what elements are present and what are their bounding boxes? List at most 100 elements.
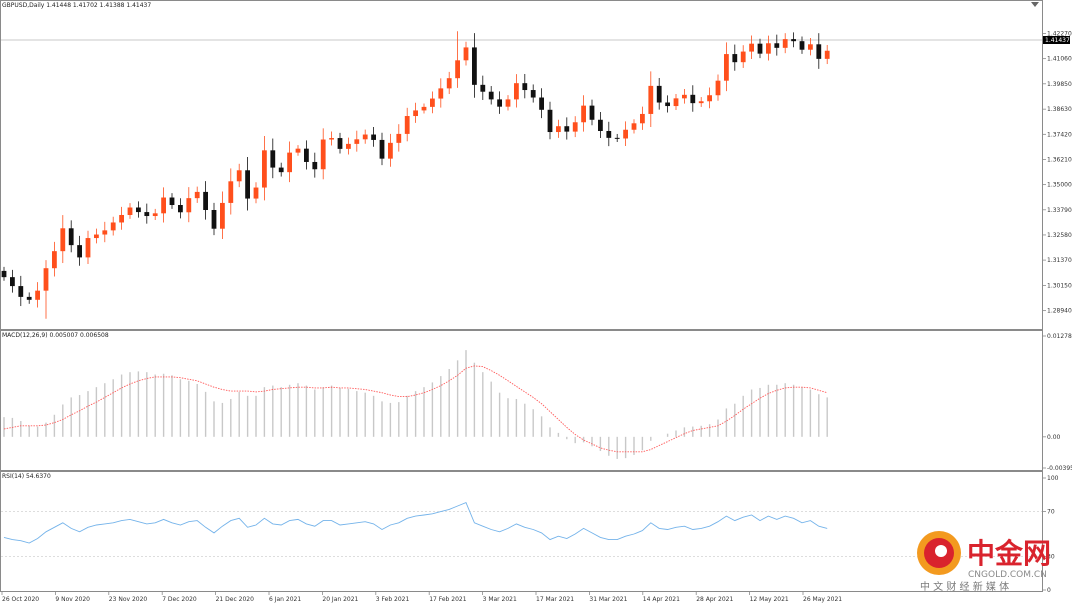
bull-candle: [724, 54, 729, 81]
bull-candle: [648, 85, 654, 114]
bull-candle: [228, 181, 234, 203]
rsi-layer: [1, 502, 1042, 557]
watermark-site: CNGOLD.COM.CN: [968, 570, 1047, 580]
bull-candle: [824, 50, 830, 59]
time-tick-label: 6 Jan 2021: [269, 596, 301, 603]
price-tick-label: 1.33790: [1047, 207, 1072, 214]
bear-candle: [68, 228, 74, 246]
time-tick-label: 31 Mar 2021: [589, 596, 627, 603]
bull-candle: [388, 142, 393, 159]
bear-candle: [211, 209, 217, 229]
main-y-axis: 1.42270 1.41060 1.39850 1.38630 1.37420 1.362…: [1042, 30, 1072, 315]
time-tick-label: 9 Nov 2020: [55, 596, 90, 603]
bear-candle: [522, 83, 528, 91]
bear-candle: [732, 54, 738, 63]
bear-candle: [178, 205, 183, 213]
time-tick-label: 23 Nov 2020: [109, 596, 148, 603]
bull-candle: [152, 213, 158, 217]
bear-candle: [270, 150, 276, 168]
bear-candle: [278, 167, 284, 173]
bull-candle: [320, 139, 326, 170]
candles-layer: [1, 31, 830, 319]
macd-tick-label: -0.003952: [1047, 465, 1072, 472]
bull-candle: [110, 222, 116, 231]
price-tick-label: 1.30150: [1047, 282, 1072, 289]
bear-candle: [169, 197, 175, 206]
bull-candle: [446, 78, 452, 89]
time-tick-label: 14 Apr 2021: [643, 596, 680, 603]
bear-candle: [472, 47, 477, 85]
bull-candle: [295, 148, 301, 153]
bear-candle: [144, 212, 150, 217]
price-tick-label: 1.37420: [1047, 131, 1072, 138]
time-tick-label: 17 Feb 2021: [429, 596, 467, 603]
rsi-y-axis: 100 70 30 0: [1042, 475, 1059, 594]
bear-candle: [488, 91, 494, 100]
bear-candle: [203, 191, 208, 210]
time-tick-label: 3 Feb 2021: [376, 596, 410, 603]
bear-candle: [26, 296, 32, 300]
bear-candle: [136, 207, 141, 213]
bull-candle: [749, 43, 754, 52]
macd-layer: [3, 350, 828, 459]
bear-candle: [598, 119, 603, 131]
current-price-marker: [1043, 36, 1070, 44]
bull-candle: [404, 116, 410, 134]
bear-candle: [589, 105, 595, 120]
bull-candle: [782, 39, 788, 48]
price-tick-label: 1.31370: [1047, 257, 1072, 264]
bear-candle: [480, 84, 486, 92]
bull-candle: [572, 122, 578, 132]
bear-candle: [304, 148, 309, 162]
time-tick-label: 28 Apr 2021: [696, 596, 733, 603]
bull-candle: [43, 268, 49, 291]
bull-candle: [808, 44, 813, 50]
price-tick-label: 1.42270: [1047, 30, 1072, 37]
bull-candle: [35, 290, 40, 300]
bull-candle: [766, 43, 771, 54]
bull-candle: [455, 60, 460, 79]
bear-candle: [245, 170, 250, 199]
bull-candle: [514, 83, 519, 100]
time-tick-label: 3 Mar 2021: [483, 596, 517, 603]
main-panel-header: GBPUSD,Daily 1.41448 1.41702 1.41388 1.4…: [2, 2, 151, 9]
bear-candle: [337, 138, 343, 149]
rsi-tick-label: 100: [1047, 475, 1059, 482]
bull-candle: [623, 129, 628, 139]
main-panel-frame: [0, 0, 1043, 330]
time-x-axis: 26 Oct 2020 9 Nov 2020 23 Nov 2020 7 Dec 20…: [1, 592, 842, 603]
bull-candle: [236, 170, 242, 182]
macd-panel-frame: [0, 330, 1043, 471]
bull-candle: [220, 202, 225, 229]
price-tick-label: 1.41060: [1047, 56, 1072, 63]
bear-candle: [656, 85, 662, 103]
time-tick-label: 17 Mar 2021: [536, 596, 574, 603]
bull-candle: [438, 88, 444, 99]
bull-candle: [329, 138, 334, 140]
bear-candle: [497, 99, 502, 107]
price-tick-label: 1.28940: [1047, 308, 1072, 315]
rsi-tick-label: 70: [1047, 509, 1055, 516]
watermark-logo-text: 中金网: [967, 537, 1051, 570]
bull-candle: [740, 51, 746, 63]
price-tick-label: 1.36210: [1047, 156, 1072, 163]
bear-candle: [77, 245, 82, 258]
watermark-slogan: 中 文 财 经 新 媒 体: [920, 580, 1009, 593]
bear-candle: [539, 97, 544, 110]
time-tick-label: 26 Oct 2020: [2, 596, 39, 603]
bull-candle: [362, 134, 368, 140]
bull-candle: [186, 198, 192, 213]
bull-candle: [556, 126, 561, 133]
rsi-panel-header: RSI(14) 54.6370: [2, 473, 51, 480]
chart-shift-marker-icon[interactable]: [1031, 2, 1039, 7]
bull-candle: [715, 80, 721, 96]
bear-candle: [312, 161, 318, 170]
bull-candle: [463, 47, 469, 61]
price-tick-label: 1.32580: [1047, 232, 1072, 239]
bear-candle: [379, 139, 385, 159]
bear-candle: [10, 277, 15, 287]
bear-candle: [18, 286, 24, 297]
bear-candle: [774, 43, 780, 48]
price-tick-label: 1.39850: [1047, 81, 1072, 88]
